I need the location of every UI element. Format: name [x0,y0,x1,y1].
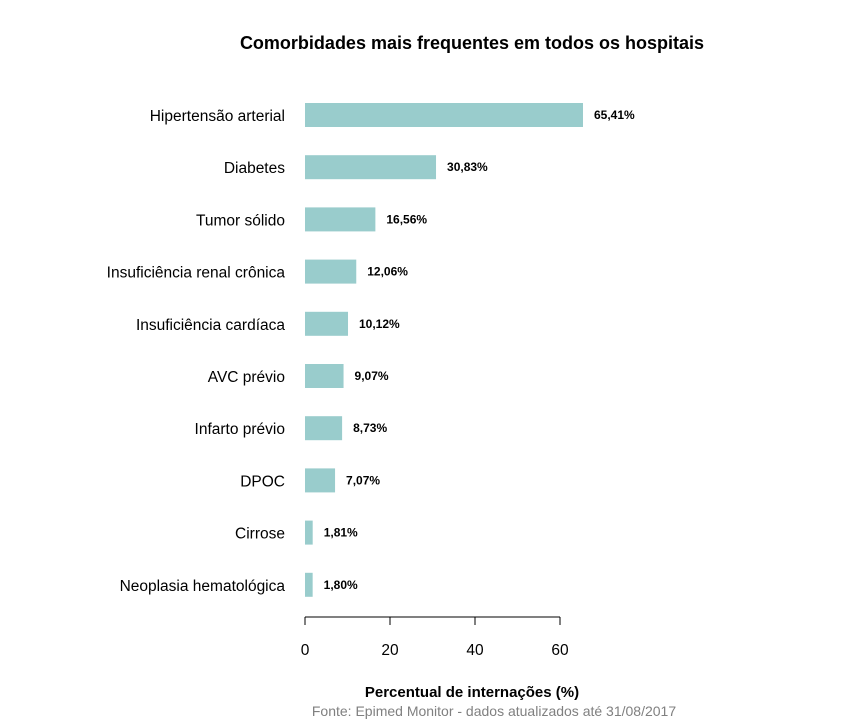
bar [305,259,357,284]
data-label: 65,41% [594,108,635,122]
bars-layer [305,103,583,597]
data-label: 1,81% [324,526,358,540]
category-label: Insuficiência renal crônica [107,265,286,282]
category-label: Insuficiência cardíaca [136,317,285,334]
bar [305,520,313,545]
bar [305,468,336,493]
x-axis-label: Percentual de internações (%) [365,684,579,701]
bar [305,572,313,597]
category-label: AVC prévio [208,369,285,386]
category-label: Diabetes [224,160,285,177]
bar [305,416,343,441]
x-tick-label: 40 [466,642,484,659]
category-label: Hipertensão arterial [150,108,285,125]
data-labels: 65,41% 30,83% 16,56% 12,06% 10,12% 9,07% 8,73%… [324,108,635,592]
data-label: 8,73% [353,421,387,435]
data-label: 1,80% [324,578,358,592]
category-label: DPOC [240,473,285,490]
bar [305,364,344,388]
x-tick-label: 0 [301,642,310,659]
bar [305,103,583,127]
data-label: 10,12% [359,317,400,331]
x-axis: 0 20 40 60 [301,616,569,659]
x-tick-label: 60 [551,642,569,659]
category-label: Tumor sólido [196,212,285,229]
category-label: Neoplasia hematológica [120,578,286,595]
data-label: 7,07% [346,473,380,487]
source-note: Fonte: Epimed Monitor - dados atualizado… [312,703,676,719]
data-label: 12,06% [367,265,408,279]
data-label: 16,56% [386,212,427,226]
category-labels: Hipertensão arterial Diabetes Tumor sólido… [107,108,286,595]
bar [305,155,437,180]
category-label: Cirrose [235,526,285,543]
data-label: 9,07% [355,369,389,383]
chart-title: Comorbidades mais frequentes em todos os… [240,33,704,53]
data-label: 30,83% [447,160,488,174]
category-label: Infarto prévio [195,421,285,438]
bar [305,311,349,336]
bar [305,207,376,232]
x-tick-label: 20 [381,642,399,659]
